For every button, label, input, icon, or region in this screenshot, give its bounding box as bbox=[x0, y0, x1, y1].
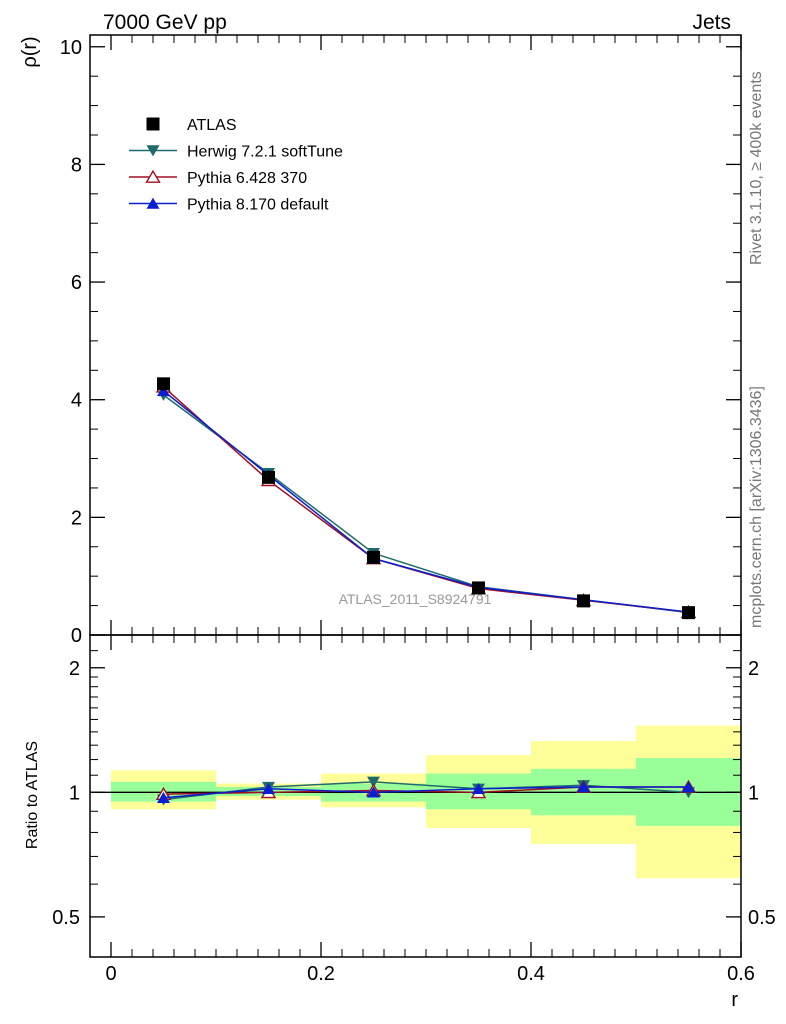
main-y-tick-label: 2 bbox=[71, 507, 82, 529]
legend-marker-pythia-8-170-default bbox=[146, 197, 160, 209]
main-y-tick-label: 10 bbox=[60, 37, 82, 59]
x-tick-label: 0.2 bbox=[307, 963, 335, 985]
main-y-axis-title: ρ(r) bbox=[19, 36, 41, 67]
legend-label-atlas: ATLAS bbox=[187, 117, 237, 134]
ratio-panel-series bbox=[155, 776, 697, 806]
ratio-y-tick-label-left: 1 bbox=[69, 782, 80, 804]
ratio-uncertainty-bands bbox=[111, 725, 741, 879]
legend-label-pythia-8-170-default: Pythia 8.170 default bbox=[187, 197, 329, 214]
analysis-watermark: ATLAS_2011_S8924791 bbox=[339, 591, 492, 607]
x-axis-title: r bbox=[731, 989, 738, 1011]
ratio-point-pythia-8-170-default bbox=[157, 791, 170, 804]
header-process-label: Jets bbox=[692, 11, 731, 34]
ratio-y-tick-label-left: 0.5 bbox=[52, 907, 80, 929]
rivet-version-label: Rivet 3.1.10, ≥ 400k events bbox=[748, 71, 765, 265]
axes-ticks: 0 2 4 6 8 10 0 0.2 0.4 0.6 0.5 0.5 1 1 2 2 bbox=[52, 35, 776, 985]
x-tick-label: 0.6 bbox=[727, 963, 755, 985]
legend-marker-atlas bbox=[146, 117, 160, 131]
ratio-point-herwig-7-2-1-softtune bbox=[367, 776, 380, 788]
main-y-tick-label: 6 bbox=[71, 272, 82, 294]
ratio-y-tick-label-right: 2 bbox=[748, 658, 759, 680]
main-line-herwig-7-2-1-softtune bbox=[163, 394, 689, 614]
main-line-pythia-6-428-370 bbox=[163, 386, 689, 613]
ratio-point-pythia-8-170-default bbox=[682, 781, 695, 793]
mcplots-reference-label: mcplots.cern.ch [arXiv:1306.3436] bbox=[748, 386, 765, 628]
ratio-y-tick-label-left: 2 bbox=[69, 658, 80, 680]
main-point-atlas bbox=[157, 377, 170, 391]
legend-marker-pythia-6-428-370 bbox=[145, 169, 161, 183]
ratio-y-tick-label-right: 1 bbox=[748, 782, 759, 804]
legend-label-herwig-7-2-1-softtune: Herwig 7.2.1 softTune bbox=[187, 144, 343, 161]
legend-label-pythia-6-428-370: Pythia 6.428 370 bbox=[187, 170, 307, 187]
ratio-y-tick-label-right: 0.5 bbox=[748, 907, 776, 929]
main-panel-series bbox=[155, 377, 697, 620]
header-energy-label: 7000 GeV pp bbox=[103, 11, 227, 34]
legend: ATLAS Herwig 7.2.1 softTune Pythia 6.428 3… bbox=[129, 117, 343, 214]
x-tick-label: 0.4 bbox=[517, 963, 545, 985]
main-line-pythia-8-170-default bbox=[163, 390, 689, 613]
ratio-point-pythia-8-170-default bbox=[577, 781, 590, 793]
ratio-line-pythia-8-170-default bbox=[163, 786, 689, 799]
ratio-point-pythia-8-170-default bbox=[472, 782, 485, 794]
main-point-atlas bbox=[577, 594, 590, 608]
ratio-panel-frame bbox=[89, 634, 742, 958]
main-y-tick-label: 0 bbox=[71, 625, 82, 647]
ratio-y-axis-title: Ratio to ATLAS bbox=[24, 741, 41, 849]
main-point-atlas bbox=[682, 606, 695, 620]
ratio-point-pythia-8-170-default bbox=[367, 786, 380, 798]
x-tick-label: 0 bbox=[105, 963, 116, 985]
ratio-point-pythia-8-170-default bbox=[262, 782, 275, 794]
main-point-atlas bbox=[367, 550, 380, 564]
main-point-atlas bbox=[472, 581, 485, 595]
main-y-tick-label: 4 bbox=[71, 390, 82, 412]
main-point-atlas bbox=[262, 470, 275, 484]
legend-marker-herwig-7-2-1-softtune bbox=[146, 145, 160, 157]
main-y-tick-label: 8 bbox=[71, 154, 82, 176]
main-point-pythia-8-170-default bbox=[157, 385, 170, 397]
